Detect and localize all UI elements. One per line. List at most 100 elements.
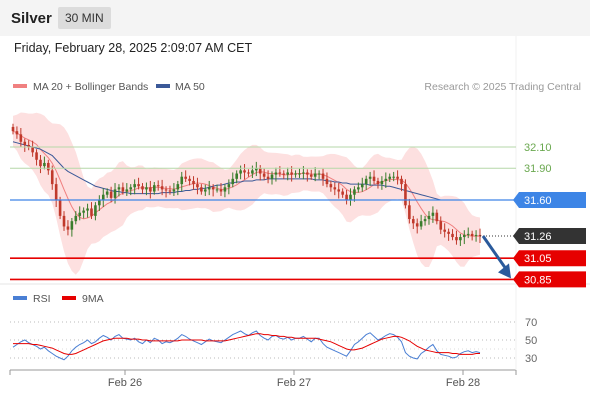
- symbol-title: Silver: [11, 10, 52, 27]
- x-tick-label: Feb 26: [108, 377, 142, 389]
- rsi-ma-line: [13, 333, 480, 355]
- candle-body: [196, 184, 199, 188]
- candle-body: [62, 215, 66, 227]
- candle-body: [360, 184, 364, 188]
- candle-body: [23, 141, 27, 145]
- pivot-label: 31.60: [524, 195, 552, 207]
- interval-badge[interactable]: 30 MIN: [58, 7, 111, 29]
- candle-body: [431, 212, 435, 216]
- candle-body: [129, 187, 133, 190]
- resistance-2-label: 32.10: [524, 142, 552, 154]
- candle-body: [101, 194, 105, 200]
- candle-body: [223, 187, 227, 192]
- candle-body: [463, 234, 466, 238]
- candle-body: [164, 189, 168, 191]
- rsi-ma-legend-swatch: [62, 296, 76, 300]
- candle-body: [200, 187, 203, 192]
- candle-body: [306, 172, 309, 175]
- candle-body: [15, 131, 19, 135]
- candle-body: [227, 184, 231, 188]
- rsi-tick-30: 30: [525, 353, 537, 365]
- candle-body: [262, 173, 266, 177]
- resistance-1-label: 31.90: [524, 163, 552, 175]
- candle-body: [333, 187, 337, 190]
- pivot-tag: [513, 192, 586, 208]
- candle-body: [188, 178, 191, 181]
- candle-body: [459, 237, 462, 241]
- candle-body: [82, 210, 85, 213]
- rsi-tick-70: 70: [525, 317, 537, 329]
- candle-body: [94, 205, 97, 216]
- candle-body: [113, 189, 117, 198]
- candle-body: [294, 173, 297, 175]
- candle-body: [54, 184, 58, 200]
- candle-body: [90, 208, 93, 216]
- candle-body: [372, 176, 376, 181]
- candle-body: [396, 176, 399, 179]
- candle-body: [133, 184, 136, 188]
- rsi-legend-swatch: [13, 296, 27, 300]
- support-1-label: 31.05: [524, 253, 552, 265]
- candle-body: [39, 159, 42, 167]
- candle-body: [125, 189, 129, 192]
- candle-body: [439, 221, 443, 230]
- candle-body: [168, 190, 172, 192]
- candle-body: [47, 162, 50, 171]
- candle-body: [152, 185, 156, 192]
- candle-body: [427, 215, 431, 220]
- candle-body: [27, 144, 30, 148]
- candle-body: [353, 189, 356, 195]
- candle-body: [368, 176, 372, 179]
- candle-body: [156, 185, 160, 187]
- candle-body: [313, 173, 317, 177]
- candle-body: [282, 173, 286, 175]
- credit-text: Research © 2025 Trading Central: [424, 81, 581, 93]
- candle-body: [149, 187, 152, 192]
- forecast-arrow-shaft: [481, 235, 509, 272]
- candle-body: [290, 172, 293, 175]
- candle-body: [270, 174, 274, 179]
- candle-body: [137, 184, 140, 187]
- candle-body: [74, 215, 78, 222]
- rsi-ma-legend-label: 9MA: [82, 293, 104, 305]
- candle-body: [337, 189, 341, 192]
- candle-body: [376, 180, 380, 185]
- candle-body: [160, 186, 164, 190]
- rsi-line: [12, 330, 481, 361]
- ma20-legend-swatch: [13, 84, 27, 88]
- candle-body: [50, 170, 54, 185]
- candle-body: [239, 170, 242, 174]
- candle-body: [35, 152, 38, 160]
- ma50-legend-swatch: [156, 84, 170, 88]
- candle-body: [172, 189, 176, 192]
- candle-body: [423, 219, 427, 222]
- candle-body: [380, 180, 384, 185]
- candle-body: [451, 233, 454, 238]
- candle-body: [415, 223, 419, 227]
- candle-body: [274, 172, 278, 175]
- candle-body: [419, 221, 423, 227]
- candle-body: [474, 234, 478, 236]
- candle-body: [145, 187, 148, 190]
- support-2-tag: [513, 271, 586, 288]
- candle-body: [247, 172, 250, 174]
- candle-body: [215, 189, 219, 191]
- candle-body: [278, 172, 282, 174]
- candle-body: [251, 170, 254, 174]
- candle-body: [400, 178, 403, 185]
- candle-body: [192, 180, 195, 185]
- candle-body: [19, 134, 23, 142]
- candle-body: [392, 176, 395, 178]
- candle-body: [384, 178, 388, 181]
- forecast-arrow-head: [498, 263, 511, 279]
- candle-body: [447, 231, 450, 234]
- candle-body: [478, 234, 482, 236]
- candle-body: [43, 162, 46, 167]
- candle-body: [11, 126, 15, 132]
- candle-body: [317, 173, 321, 175]
- candle-body: [357, 187, 360, 190]
- candle-body: [321, 173, 325, 179]
- candle-body: [219, 189, 223, 192]
- candle-body: [470, 233, 474, 236]
